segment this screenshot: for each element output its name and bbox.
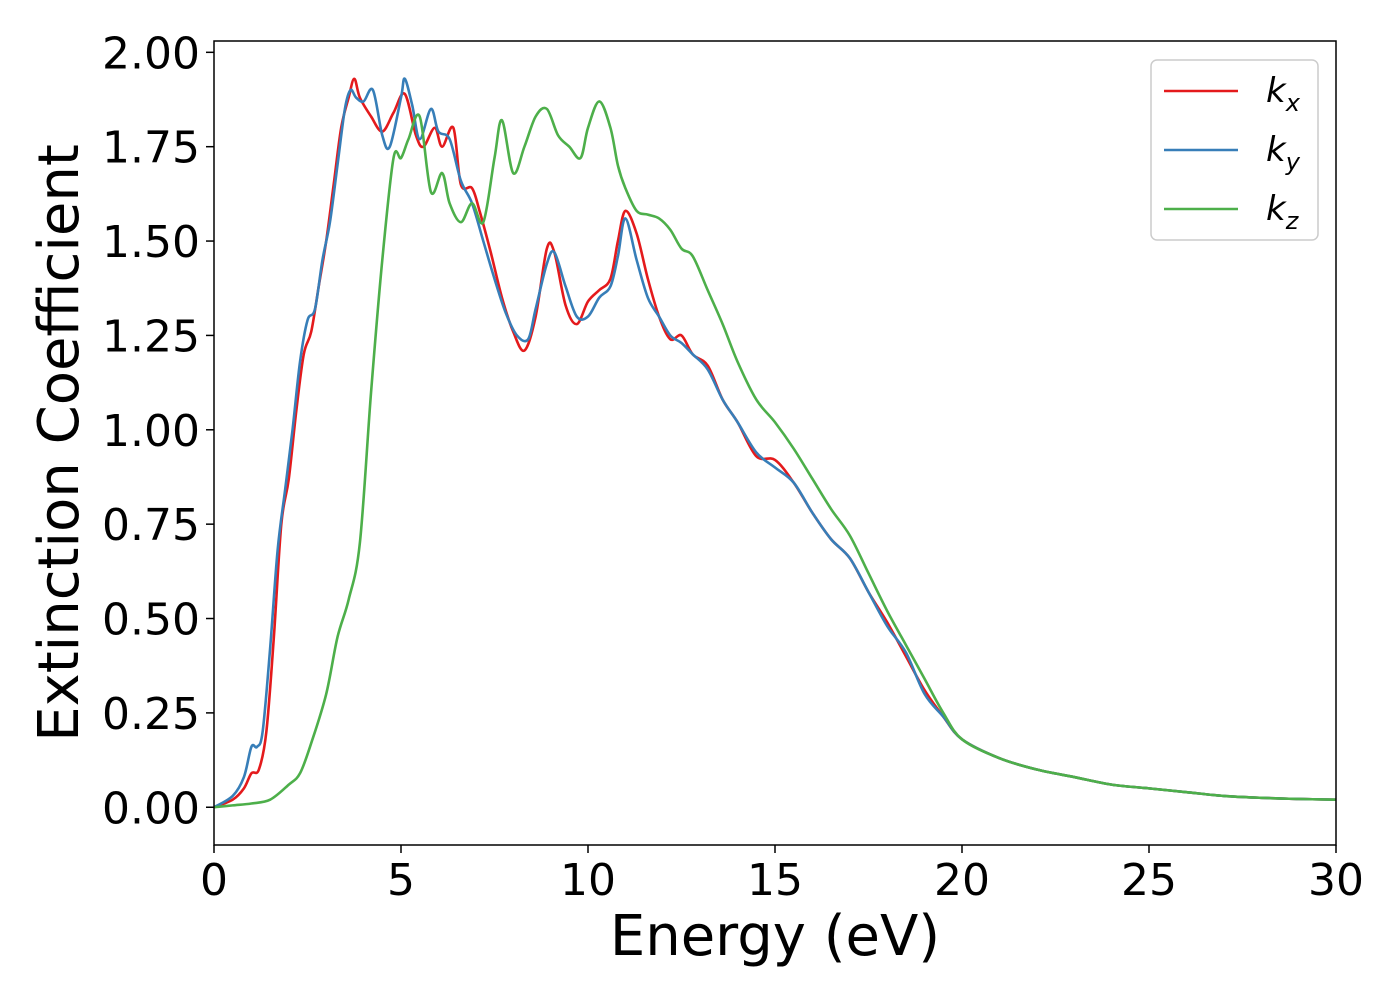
- x-axis-label: Energy (eV): [610, 904, 940, 969]
- x-tick-label: 20: [934, 855, 990, 906]
- y-tick-label: 1.25: [102, 311, 200, 362]
- legend-label-x: kx: [1266, 71, 1301, 117]
- x-tick-label: 25: [1121, 855, 1177, 906]
- x-axis: 0 5 10 15 20 25 30: [200, 845, 1364, 906]
- y-axis-label: Extinction Coefficient: [27, 144, 92, 742]
- legend: kx ky kz: [1150, 59, 1319, 241]
- plot-area: [213, 77, 1337, 809]
- y-tick-label: 0.75: [102, 500, 200, 551]
- plot-frame: [213, 40, 1337, 846]
- x-tick-label: 15: [747, 855, 803, 906]
- x-tick-label: 10: [560, 855, 616, 906]
- legend-label-y: ky: [1266, 130, 1301, 176]
- y-axis: 0.00 0.25 0.50 0.75 1.00 1.25 1.50 1.75 2.00: [102, 28, 214, 834]
- x-tick-label: 5: [387, 855, 415, 906]
- y-tick-label: 0.50: [102, 595, 200, 646]
- y-tick-label: 2.00: [102, 28, 200, 79]
- y-tick-label: 1.50: [102, 217, 200, 268]
- y-tick-label: 1.00: [102, 406, 200, 457]
- x-tick-label: 30: [1308, 855, 1364, 906]
- series-line-y: [213, 77, 1337, 809]
- series-line-z: [213, 100, 1337, 809]
- y-tick-label: 1.75: [102, 123, 200, 174]
- y-tick-label: 0.00: [102, 783, 200, 834]
- x-tick-label: 0: [200, 855, 228, 906]
- legend-label-z: kz: [1266, 189, 1300, 235]
- y-tick-label: 0.25: [102, 689, 200, 740]
